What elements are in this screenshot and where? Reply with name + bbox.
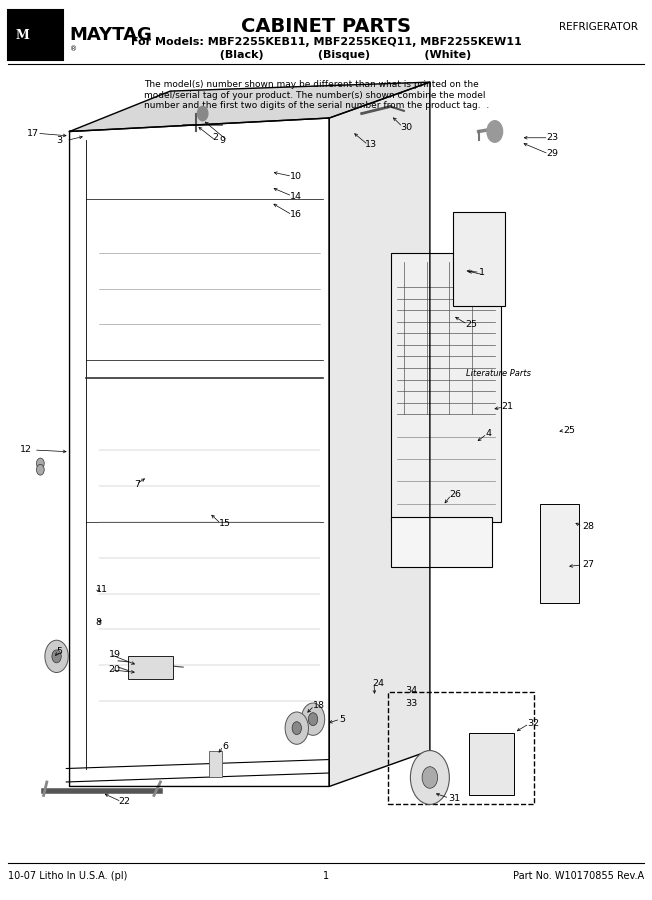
- Text: 1: 1: [479, 268, 484, 277]
- Bar: [469, 733, 514, 796]
- Text: 4: 4: [485, 429, 491, 438]
- Text: 9: 9: [219, 136, 225, 145]
- Circle shape: [37, 464, 44, 475]
- Text: REFRIGERATOR: REFRIGERATOR: [559, 22, 638, 32]
- Bar: [128, 656, 173, 679]
- Text: Literature Parts: Literature Parts: [466, 369, 531, 378]
- Text: 3: 3: [57, 136, 63, 145]
- Text: 7: 7: [134, 480, 140, 489]
- Text: 25: 25: [466, 320, 477, 328]
- Text: 25: 25: [563, 426, 575, 435]
- Text: 19: 19: [108, 650, 121, 659]
- Text: Part No. W10170855 Rev.A: Part No. W10170855 Rev.A: [513, 871, 644, 881]
- Circle shape: [285, 712, 308, 744]
- Bar: [391, 518, 492, 567]
- Circle shape: [292, 722, 301, 734]
- Text: 24: 24: [373, 679, 385, 688]
- Text: 26: 26: [449, 491, 462, 500]
- Text: 5: 5: [57, 647, 63, 656]
- Circle shape: [422, 767, 437, 788]
- Bar: [541, 504, 579, 602]
- Text: M: M: [16, 29, 29, 41]
- Text: 11: 11: [96, 585, 108, 594]
- Text: 28: 28: [582, 522, 595, 531]
- Circle shape: [410, 751, 449, 805]
- Circle shape: [487, 121, 503, 142]
- Text: 34: 34: [405, 686, 417, 695]
- Text: 6: 6: [222, 742, 228, 751]
- Text: MAYTAG: MAYTAG: [70, 25, 153, 43]
- Text: 18: 18: [313, 701, 325, 710]
- Text: 8: 8: [96, 617, 102, 626]
- Text: 16: 16: [290, 211, 303, 220]
- Polygon shape: [329, 82, 430, 787]
- Text: 29: 29: [547, 149, 559, 158]
- Bar: [388, 692, 534, 805]
- Text: 13: 13: [365, 140, 377, 149]
- Text: 2: 2: [213, 133, 218, 142]
- Text: ®: ®: [70, 46, 77, 52]
- Bar: [209, 751, 222, 778]
- Text: For Models: MBF2255KEB11, MBF2255KEQ11, MBF2255KEW11: For Models: MBF2255KEB11, MBF2255KEQ11, …: [130, 37, 522, 47]
- Text: 12: 12: [20, 446, 31, 454]
- Polygon shape: [70, 82, 430, 131]
- Text: (Black)              (Bisque)              (White): (Black) (Bisque) (White): [181, 50, 471, 60]
- Text: The model(s) number shown may be different than what is printed on the
model/ser: The model(s) number shown may be differe…: [144, 80, 490, 110]
- Bar: [391, 253, 501, 522]
- Text: 10-07 Litho In U.S.A. (pl): 10-07 Litho In U.S.A. (pl): [8, 871, 127, 881]
- Text: 22: 22: [118, 797, 130, 806]
- Circle shape: [198, 106, 208, 121]
- Text: 1: 1: [323, 871, 329, 881]
- Bar: [452, 212, 505, 306]
- Text: 27: 27: [582, 561, 595, 570]
- Circle shape: [308, 713, 318, 725]
- Circle shape: [45, 640, 68, 672]
- Circle shape: [52, 650, 61, 662]
- Text: 23: 23: [547, 133, 559, 142]
- Text: 30: 30: [401, 122, 413, 131]
- Text: 33: 33: [405, 698, 417, 707]
- Text: 31: 31: [448, 794, 460, 803]
- Circle shape: [301, 703, 325, 735]
- Text: 15: 15: [219, 519, 231, 528]
- Text: 17: 17: [27, 129, 39, 138]
- Bar: [8, 11, 63, 59]
- Text: 5: 5: [339, 715, 345, 724]
- Text: CABINET PARTS: CABINET PARTS: [241, 17, 411, 36]
- Text: 14: 14: [290, 192, 303, 201]
- Text: 32: 32: [527, 719, 539, 728]
- Text: 10: 10: [290, 172, 303, 181]
- Circle shape: [37, 458, 44, 469]
- Text: 20: 20: [108, 665, 121, 674]
- Text: 21: 21: [501, 402, 513, 411]
